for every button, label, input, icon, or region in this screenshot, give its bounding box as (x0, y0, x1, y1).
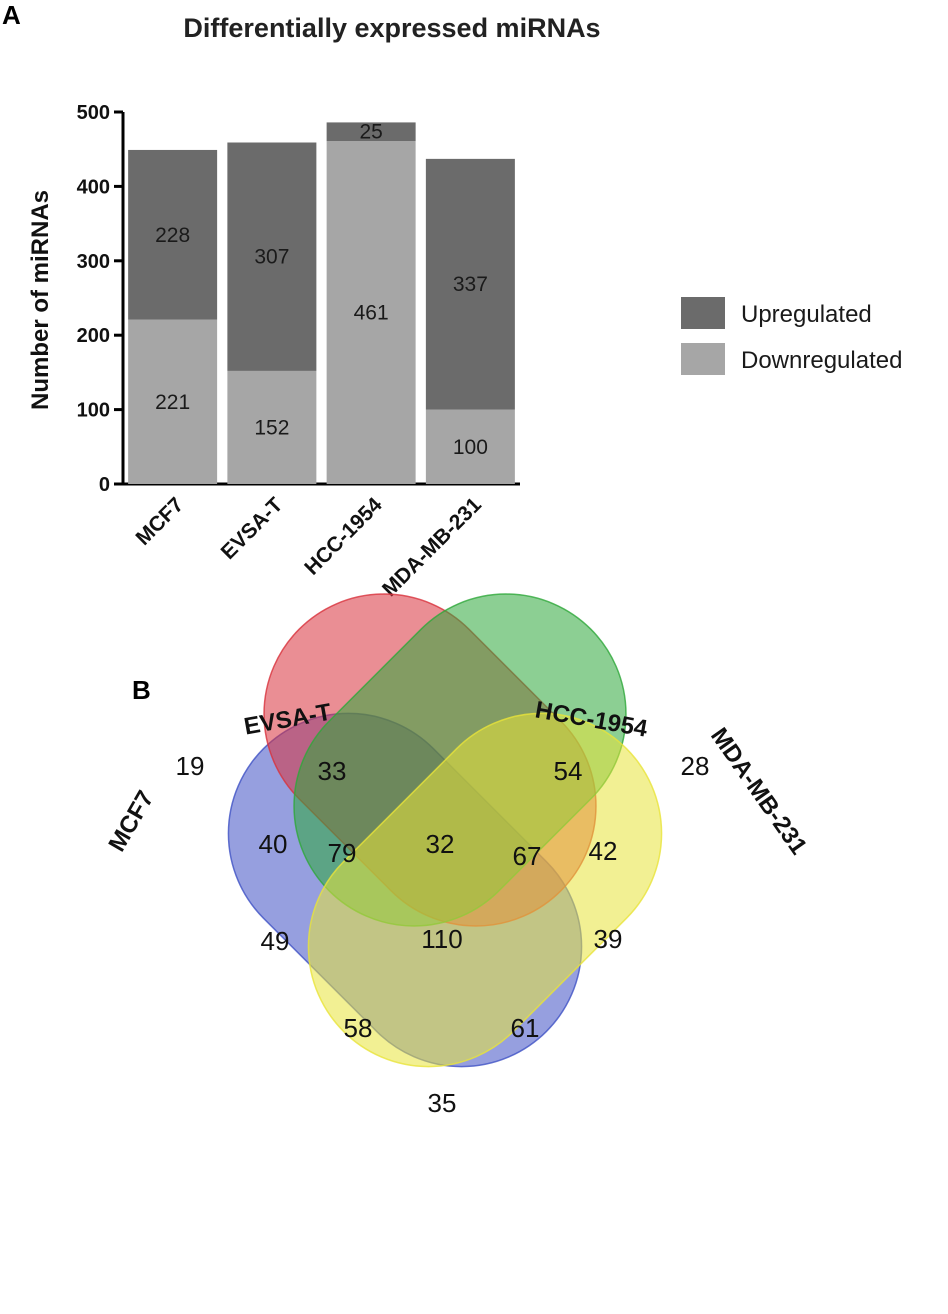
bar-upregulated-mda-mb-231 (425, 158, 515, 410)
bar-value-label: 228 (155, 224, 190, 247)
panel-a-letter: A (2, 0, 21, 30)
y-tick-label: 100 (77, 400, 110, 422)
venn-region-evsa-t-hcc-1954: 32 (426, 829, 455, 859)
y-tick-label: 0 (99, 474, 110, 496)
y-tick-label: 400 (77, 176, 110, 198)
venn-region-mcf7-hcc-1954: 49 (261, 926, 290, 956)
legend-swatch-upregulated (681, 297, 725, 329)
bar-downregulated-mda-mb-231 (425, 409, 515, 484)
x-tick-label-mda-mb-231: MDA-MB-231 (378, 493, 486, 601)
y-tick-label: 200 (77, 325, 110, 347)
venn-region-evsa-t: 33 (318, 756, 347, 786)
venn-set-mda-mb-231 (307, 712, 663, 1068)
legend-label-downregulated: Downregulated (741, 347, 902, 374)
y-tick-label: 500 (77, 102, 110, 124)
bar-value-label: 25 (359, 121, 382, 144)
venn-region-mcf7-evsa-t: 40 (259, 829, 288, 859)
bar-chart: 0 100 200 300 400 500 221 228 MCF7 152 307 EVSA-T 46… (77, 102, 520, 601)
bar-chart-title: Differentially expressed miRNAs (183, 13, 600, 43)
venn-region-mcf7-evsa-t-hcc-1954-mda-mb-231: 110 (421, 924, 462, 954)
venn-region-mcf7: 19 (176, 751, 205, 781)
venn-label-mda-mb-231: MDA-MB-231 (705, 723, 812, 860)
bar-value-label: 461 (354, 302, 389, 325)
bar-chart-y-axis-label: Number of miRNAs (27, 190, 54, 410)
venn-region-mcf7-evsa-t-mda-mb-231: 61 (511, 1013, 540, 1043)
bar-chart-legend: Upregulated Downregulated (681, 297, 902, 375)
bar-value-label: 100 (453, 436, 488, 459)
venn-region-mcf7-evsa-t-hcc-1954: 79 (328, 838, 357, 868)
y-tick-label: 300 (77, 251, 110, 273)
x-tick-label-mcf7: MCF7 (131, 493, 188, 550)
bar-downregulated-evsa-t (227, 370, 317, 484)
bar-downregulated-mcf7 (128, 319, 218, 484)
venn-region-mcf7-hcc-1954-mda-mb-231: 58 (344, 1013, 373, 1043)
venn-region-hcc-1954: 54 (554, 756, 583, 786)
bar-value-label: 152 (254, 416, 289, 439)
legend-swatch-downregulated (681, 343, 725, 375)
venn-label-mcf7: MCF7 (103, 786, 159, 856)
x-tick-label-hcc-1954: HCC-1954 (300, 493, 387, 580)
venn-region-hcc-1954-mda-mb-231: 42 (589, 836, 618, 866)
bar-upregulated-evsa-t (227, 142, 317, 371)
venn-region-mda-mb-231: 28 (681, 751, 710, 781)
x-tick-label-evsa-t: EVSA-T (217, 493, 288, 564)
bar-upregulated-mcf7 (128, 149, 218, 320)
bar-value-label: 337 (453, 273, 488, 296)
bar-value-label: 221 (155, 391, 190, 414)
venn-region-evsa-t-mda-mb-231: 39 (594, 924, 623, 954)
bar-upregulated-hcc-1954 (326, 122, 416, 142)
bar-downregulated-hcc-1954 (326, 141, 416, 485)
legend-label-upregulated: Upregulated (741, 301, 872, 328)
panel-b-letter: B (132, 675, 151, 705)
venn-region-evsa-t-hcc-1954-mda-mb-231: 67 (513, 841, 542, 871)
venn-region-mcf7-mda-mb-231: 35 (428, 1088, 457, 1118)
bar-value-label: 307 (254, 246, 289, 269)
